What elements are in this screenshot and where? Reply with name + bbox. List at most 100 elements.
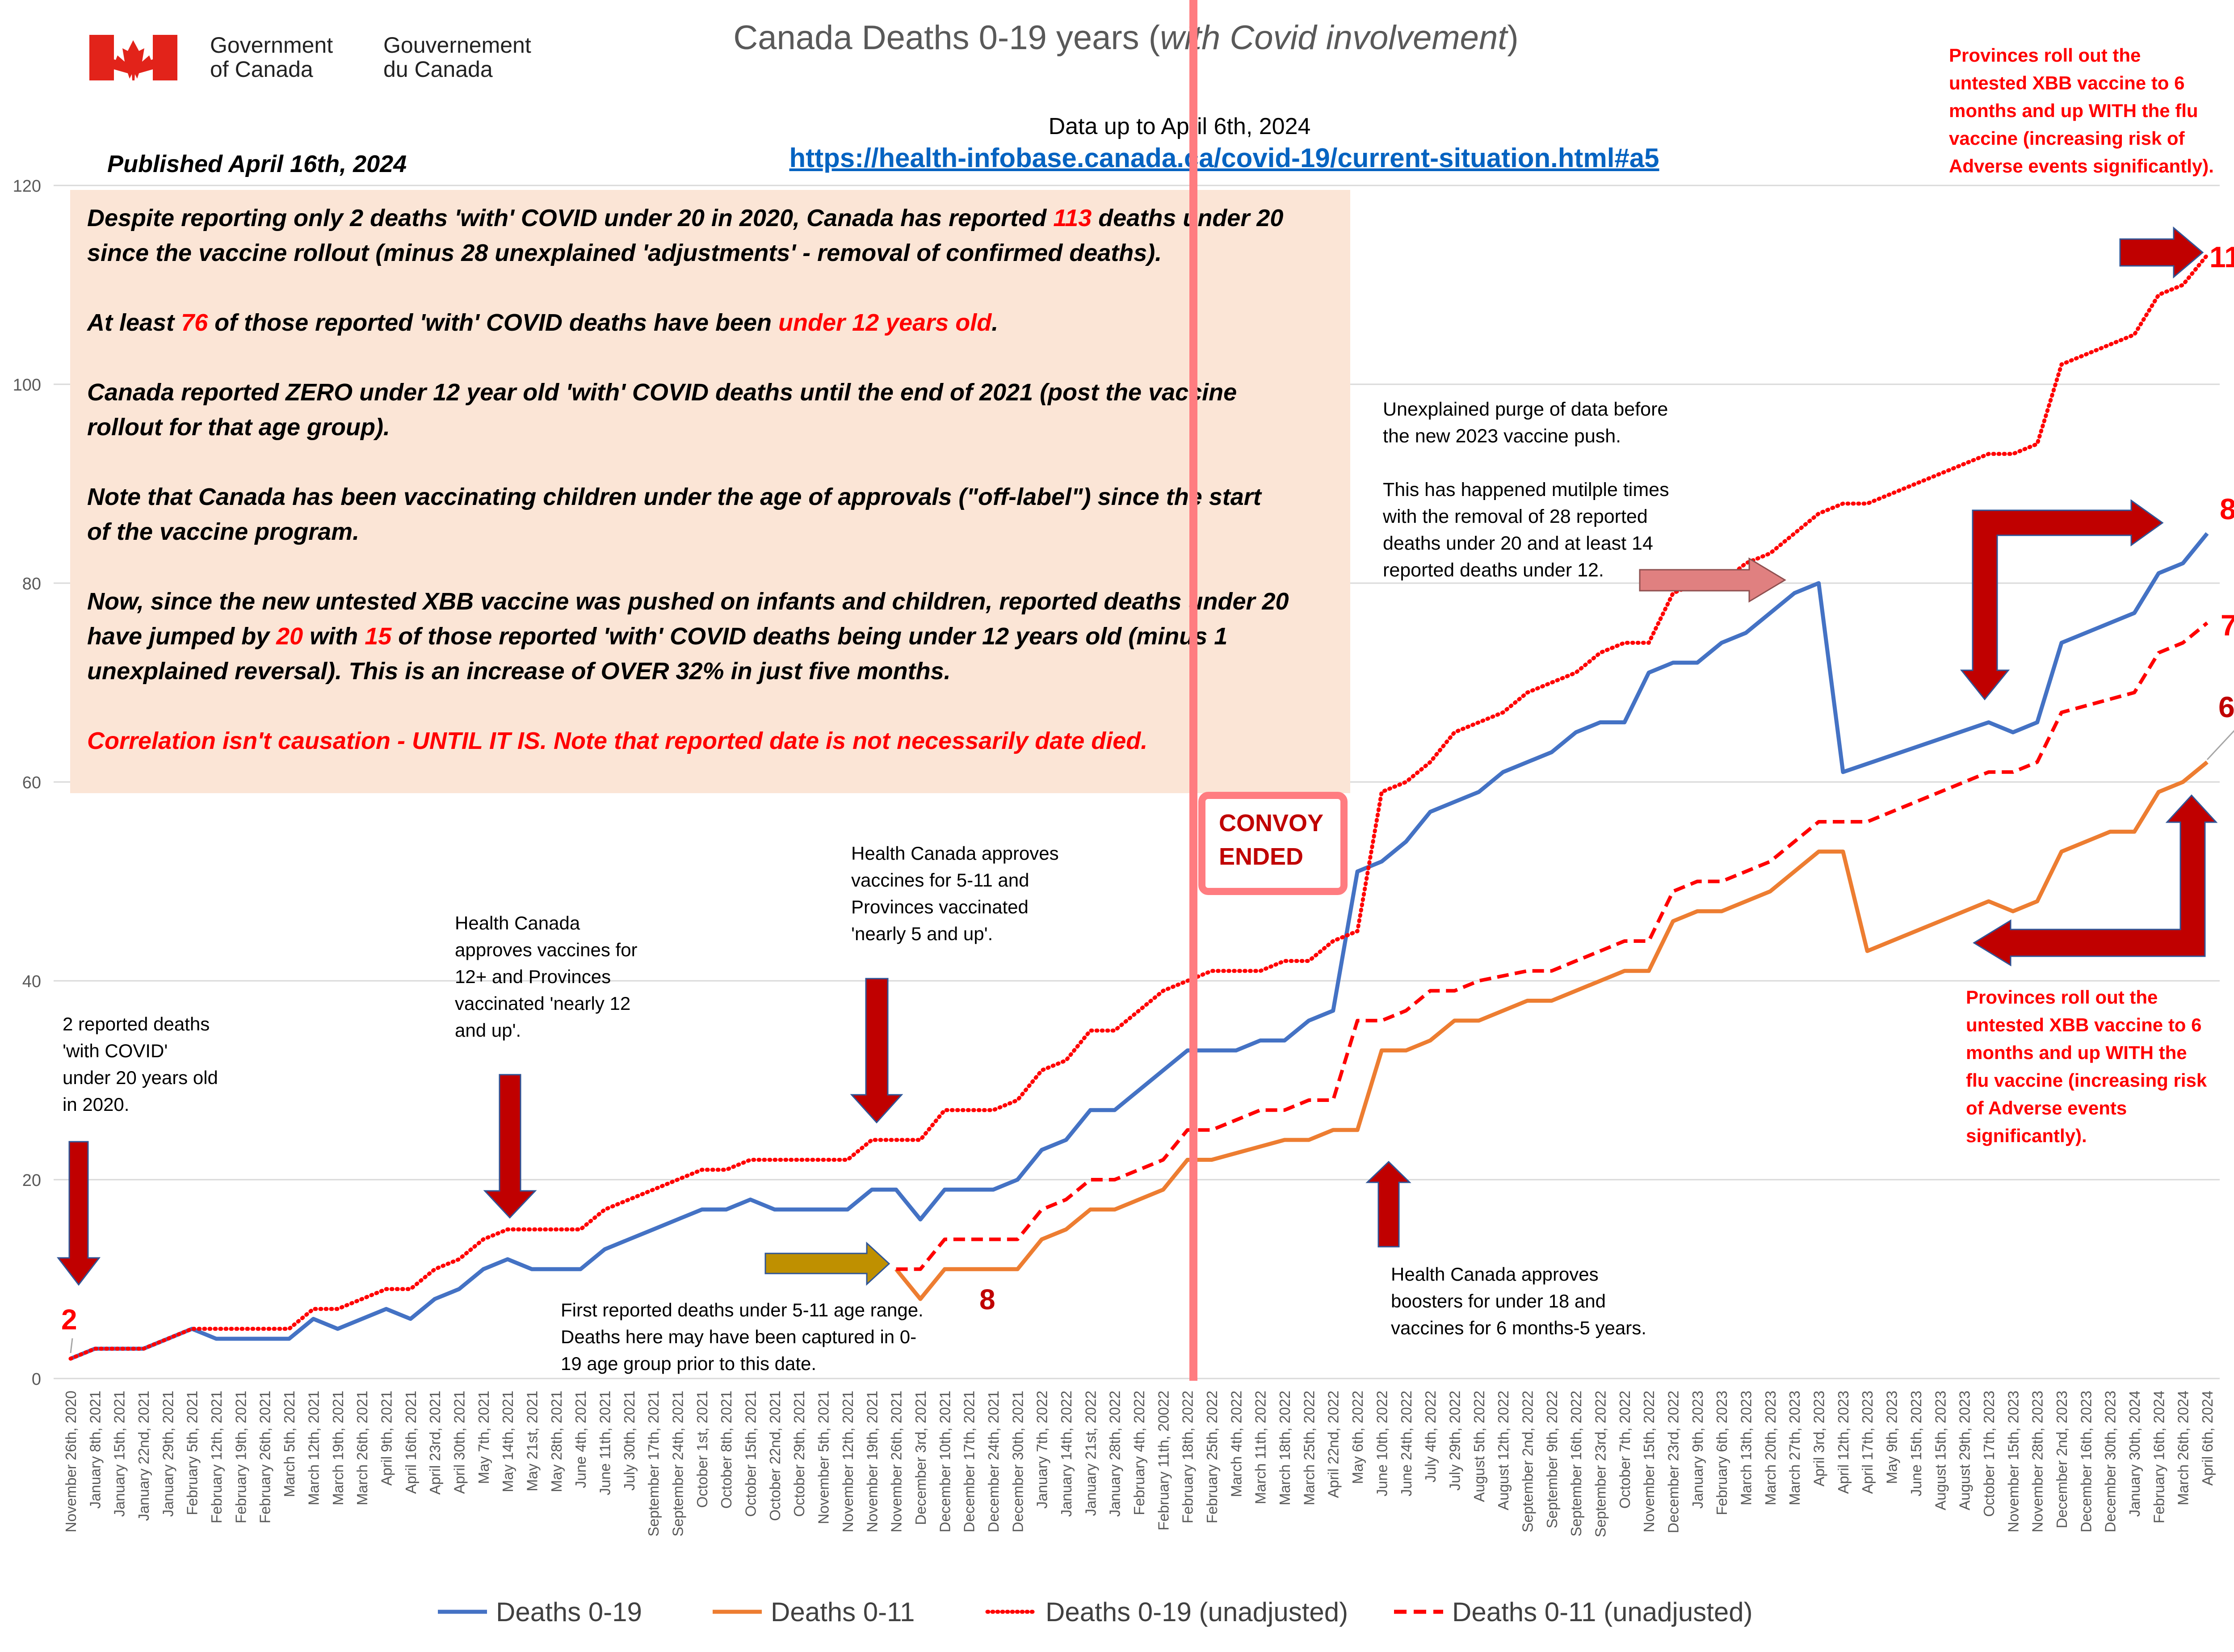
legend-label-0-19-unadj: Deaths 0-19 (unadjusted) (1046, 1597, 1348, 1627)
annotation-boosters: Health Canada approves boosters for unde… (1391, 1264, 1646, 1338)
published-date: Published April 16th, 2024 (107, 151, 407, 177)
x-tick-label: March 27th, 2023 (1786, 1391, 1803, 1505)
svg-text:rollout for that age group).: rollout for that age group). (87, 414, 390, 441)
svg-text:At least 76 of those reported: At least 76 of those reported 'with' COV… (86, 309, 998, 336)
annotation-deaths-2020: 2 reported deaths 'with COVID' under 20 … (63, 1013, 223, 1115)
value-label-85: 85 (2220, 492, 2234, 525)
x-tick-label: April 16th, 2021 (403, 1391, 419, 1494)
chart-title: Canada Deaths 0-19 years (with Covid inv… (733, 19, 1518, 57)
x-tick-label: March 5th, 2021 (281, 1391, 298, 1497)
svg-text:Despite reporting only 2 death: Despite reporting only 2 deaths 'with' C… (87, 205, 1283, 231)
x-tick-label: January 15th, 2021 (111, 1391, 128, 1517)
data-up-to: Data up to April 6th, 2024 (1049, 113, 1311, 139)
convoy-label-box (1198, 792, 1348, 895)
annotation-approve-5-11: Health Canada approves vaccines for 5-11… (851, 843, 1064, 944)
x-tick-label: November 28th, 2023 (2029, 1391, 2046, 1532)
gov-canada-logo: Government of Canada Gouvernement du Can… (89, 33, 538, 82)
x-tick-label: April 12th, 2023 (1835, 1391, 1852, 1494)
arrow-down-2020 (56, 1141, 101, 1286)
leader-2 (70, 1338, 73, 1354)
y-tick-label: 20 (22, 1171, 41, 1190)
x-tick-label: October 15th, 2021 (743, 1391, 759, 1517)
x-tick-label: April 6th, 2024 (2199, 1391, 2216, 1486)
x-tick-label: January 7th, 2022 (1034, 1391, 1050, 1509)
series-line-3 (68, 253, 2209, 1361)
arrow-elbow-62 (1973, 794, 2218, 967)
x-tick-label: October 29th, 2021 (791, 1391, 807, 1517)
svg-text:Government of Canada: Government of Canada (210, 33, 339, 82)
x-tick-label: February 12th, 2021 (208, 1391, 225, 1523)
x-tick-label: February 16th, 2024 (2150, 1391, 2167, 1523)
convoy-label: CONVOY ENDED (1219, 810, 1330, 870)
x-tick-label: December 17th, 2021 (961, 1391, 978, 1532)
x-tick-label: March 12th, 2021 (305, 1391, 322, 1505)
x-tick-label: December 16th, 2023 (2078, 1391, 2094, 1532)
x-tick-label: October 8th, 2021 (718, 1391, 735, 1509)
value-label-8: 8 (979, 1283, 995, 1316)
value-label-62: 62 (2218, 690, 2234, 723)
x-tick-label: September 24th, 2021 (670, 1391, 686, 1537)
x-tick-label: January 21st, 2022 (1082, 1391, 1099, 1516)
legend-label-0-11-unadj: Deaths 0-11 (unadjusted) (1452, 1597, 1753, 1627)
x-tick-label: August 5th, 2022 (1471, 1391, 1487, 1502)
gov-en-line1: Government (210, 33, 333, 58)
x-tick-label: August 15th, 2023 (1932, 1391, 1948, 1510)
y-tick-label: 100 (13, 376, 41, 395)
x-tick-label: September 17th, 2021 (645, 1391, 662, 1537)
x-tick-label: June 24th, 2022 (1398, 1391, 1415, 1496)
summary-textbox (70, 190, 1350, 793)
x-tick-label: October 22nd, 2021 (767, 1391, 783, 1521)
arrow-right-purge[interactable] (1639, 557, 1786, 603)
series-line-4 (896, 621, 2209, 1271)
x-tick-label: November 15th, 2023 (2005, 1391, 2021, 1532)
x-tick-label: November 12th, 2021 (840, 1391, 856, 1532)
x-tick-label: June 4th, 2021 (572, 1391, 589, 1488)
arrows (56, 226, 2218, 1286)
x-tick-label: September 23rd, 2022 (1592, 1391, 1608, 1537)
x-tick-label: March 4th, 2022 (1228, 1391, 1244, 1497)
x-tick-label: July 4th, 2022 (1422, 1391, 1439, 1482)
x-tick-label: February 19th, 2021 (232, 1391, 249, 1523)
legend-label-0-19: Deaths 0-19 (496, 1597, 642, 1627)
annotation-xbb-top: Provinces roll out the untested XBB vacc… (1949, 45, 2214, 177)
value-label-113: 113 (2209, 240, 2234, 273)
legend: Deaths 0-19 Deaths 0-11 Deaths 0-19 (una… (438, 1597, 1753, 1627)
svg-text:unexplained reversal). This is: unexplained reversal). This is an increa… (87, 658, 951, 685)
flag-left-bar (89, 35, 114, 80)
svg-text:Gouvernement du Canada: Gouvernement du Canada (383, 33, 538, 82)
x-tick-label: March 20th, 2023 (1762, 1391, 1779, 1505)
x-tick-label: November 26th, 2021 (888, 1391, 905, 1532)
arrow-elbow-85 (1960, 499, 2164, 701)
x-tick-label: June 11th, 2021 (597, 1391, 613, 1495)
value-label-2: 2 (61, 1303, 77, 1336)
x-tick-label: January 9th, 2023 (1689, 1391, 1706, 1509)
x-tick-label: March 11th, 2022 (1252, 1391, 1269, 1504)
annotation-purge: Unexplained purge of data before the new… (1382, 399, 1675, 581)
y-tick-label: 40 (22, 972, 41, 991)
x-tick-label: December 3rd, 2021 (912, 1391, 929, 1525)
svg-text:since the vaccine rollout (min: since the vaccine rollout (minus 28 unex… (87, 240, 1162, 266)
x-tick-label: April 22nd, 2022 (1325, 1391, 1342, 1498)
x-tick-label: March 13th, 2023 (1738, 1391, 1755, 1505)
source-link[interactable]: https://health-infobase.canada.ca/covid-… (789, 143, 1659, 173)
x-tick-label: August 29th, 2023 (1957, 1391, 1973, 1510)
x-tick-label: November 5th, 2021 (815, 1391, 832, 1524)
y-tick-label: 120 (13, 177, 41, 196)
x-tick-label: March 18th, 2022 (1277, 1391, 1293, 1505)
series-line-2 (894, 761, 2209, 1301)
x-tick-label: December 23rd, 2022 (1665, 1391, 1682, 1533)
x-axis-ticks: November 26th, 2020 January 8th, 2021 Janu… (63, 1391, 2216, 1537)
series-line-1 (70, 532, 2209, 1361)
svg-text:Correlation isn't causation -: Correlation isn't causation - UNTIL IT I… (87, 727, 1147, 754)
x-tick-label: February 5th, 2021 (184, 1391, 201, 1515)
x-tick-label: January 14th, 2022 (1058, 1391, 1075, 1517)
arrow-down-approve-12 (483, 1074, 537, 1219)
x-tick-label: February 18th, 2022 (1180, 1391, 1196, 1523)
x-tick-label: April 9th, 2021 (378, 1391, 395, 1486)
x-tick-label: January 8th, 2021 (87, 1391, 103, 1509)
x-tick-label: January 28th, 2022 (1107, 1391, 1123, 1517)
x-tick-label: February 25th, 2022 (1204, 1391, 1220, 1523)
x-tick-label: July 30th, 2021 (621, 1391, 638, 1491)
annotation-approve-12: Health Canada approves vaccines for 12+ … (455, 912, 642, 1041)
x-tick-label: February 4th, 2022 (1131, 1391, 1147, 1515)
